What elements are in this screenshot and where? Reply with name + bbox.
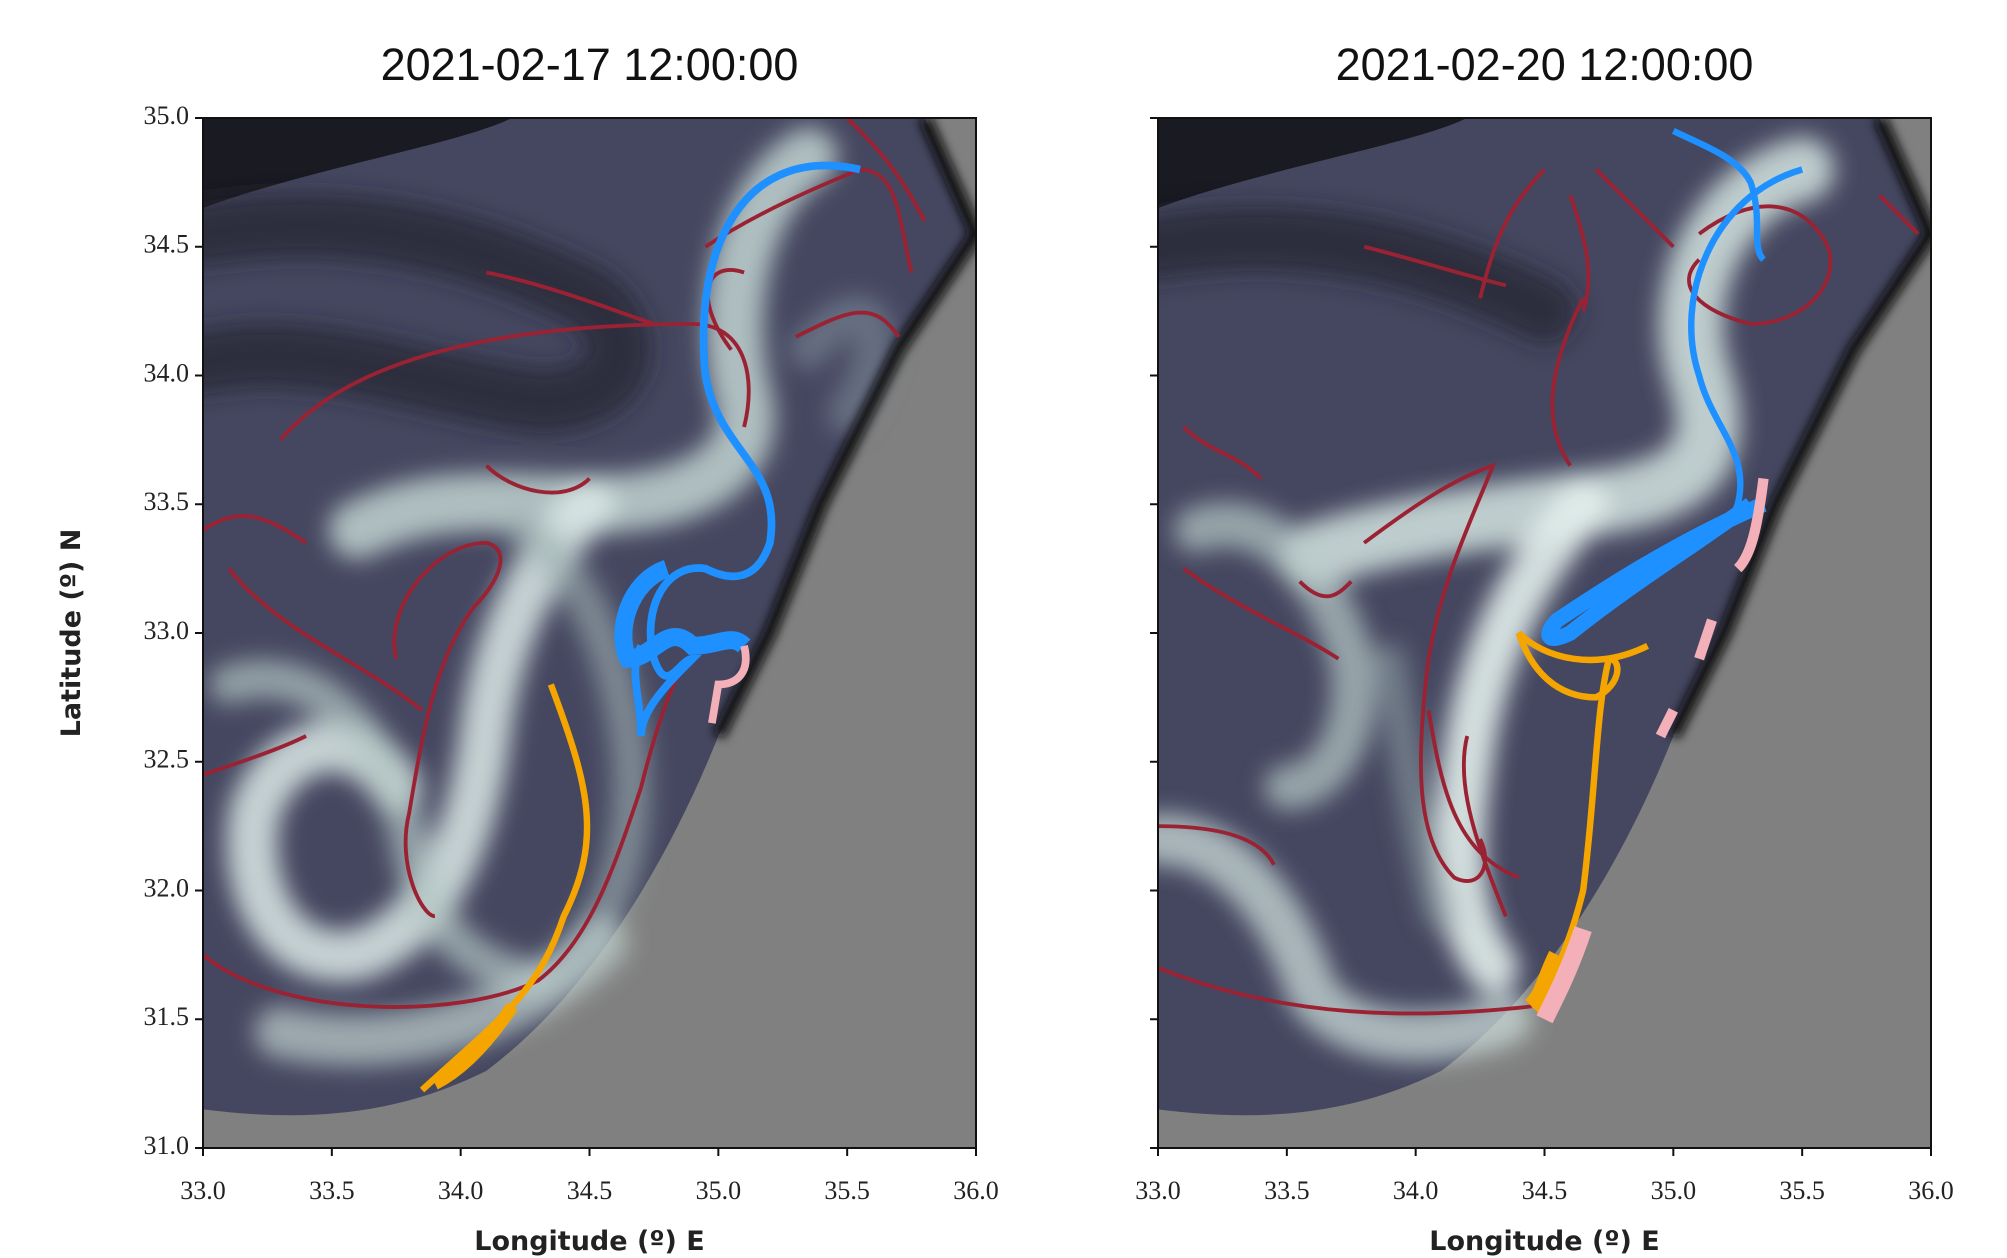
y-tick-label: 33.5: [144, 487, 190, 516]
y-tick-label: 35.0: [144, 101, 190, 130]
x-tick-label: 35.5: [1779, 1176, 1825, 1205]
x-tick-label: 34.0: [438, 1176, 484, 1205]
y-tick-label: 31.5: [144, 1002, 190, 1031]
x-tick-label: 33.5: [1264, 1176, 1310, 1205]
y-axis-label: Latitude (º) N: [56, 529, 87, 738]
y-tick-label: 34.5: [144, 230, 190, 259]
y-tick-label: 32.5: [144, 745, 190, 774]
x-tick-label: 35.0: [696, 1176, 742, 1205]
x-tick-label: 36.0: [953, 1176, 999, 1205]
x-tick-label: 34.5: [1522, 1176, 1568, 1205]
x-tick-label: 33.5: [309, 1176, 355, 1205]
x-axis-label: Longitude (º) E: [1429, 1226, 1659, 1257]
figure: 2021-02-17 12:00:00 33.0 33.5 34.0 34.5 35.0 3…: [0, 0, 2007, 1258]
y-tick-label: 34.0: [144, 358, 190, 387]
x-tick-label: 35.5: [824, 1176, 870, 1205]
field-right: [1158, 118, 1931, 1148]
x-tick-label: 35.0: [1651, 1176, 1697, 1205]
x-tick-label: 33.0: [1135, 1176, 1181, 1205]
x-tick-label: 36.0: [1908, 1176, 1954, 1205]
panel-title: 2021-02-20 12:00:00: [1336, 39, 1754, 90]
x-tick-label: 34.5: [567, 1176, 613, 1205]
x-axis-label: Longitude (º) E: [474, 1226, 704, 1257]
panel-title: 2021-02-17 12:00:00: [381, 39, 799, 90]
field-left: [203, 118, 976, 1148]
y-tick-label: 33.0: [144, 616, 190, 645]
y-tick-label: 31.0: [144, 1131, 190, 1160]
x-tick-label: 33.0: [180, 1176, 226, 1205]
x-tick-label: 34.0: [1393, 1176, 1439, 1205]
y-tick-label: 32.0: [144, 873, 190, 902]
